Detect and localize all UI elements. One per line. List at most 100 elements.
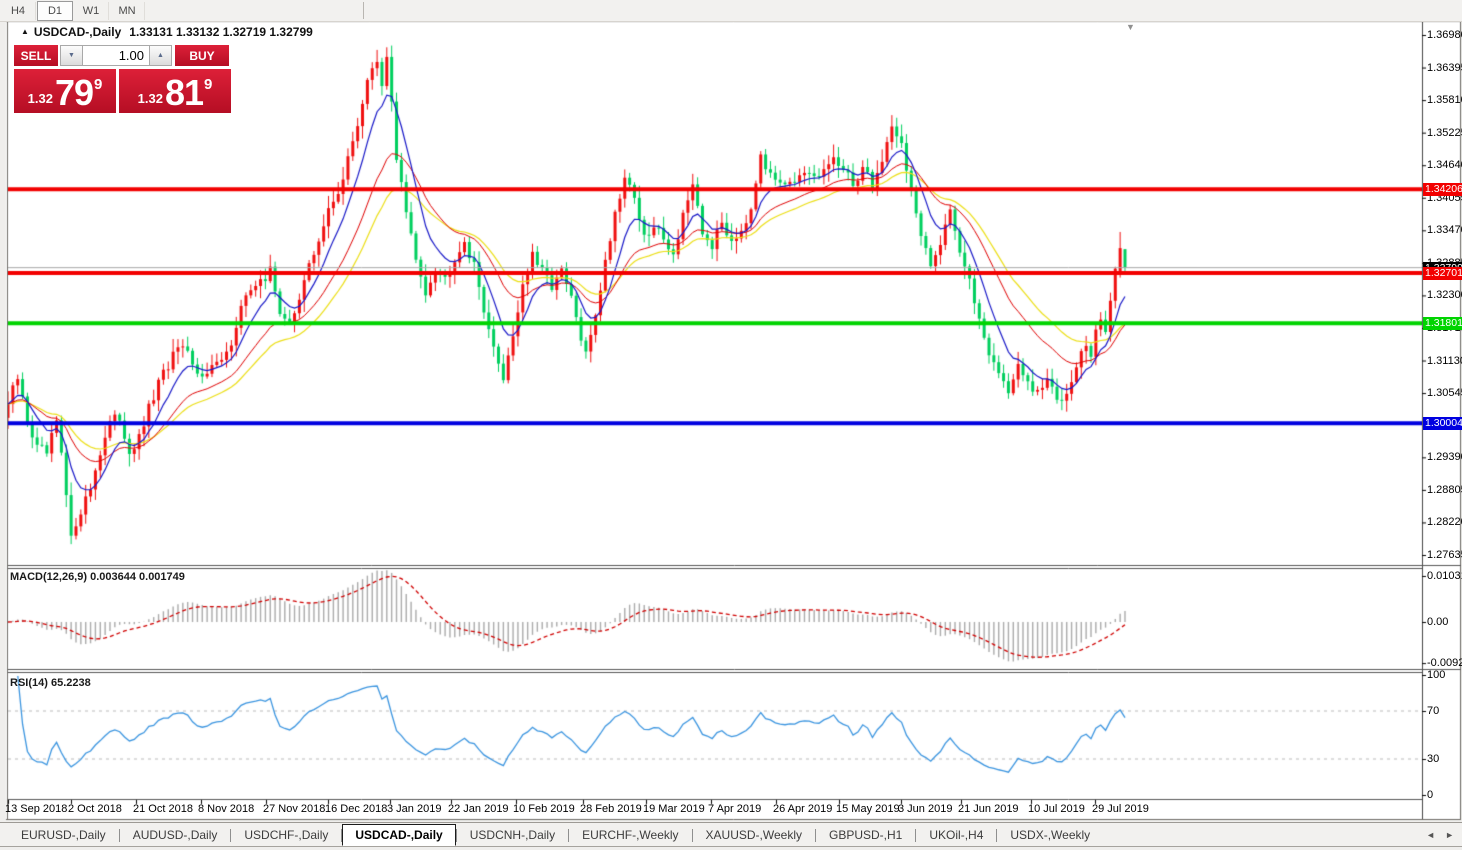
tab-divider: [341, 828, 343, 842]
timeframe-button-mn[interactable]: MN: [110, 1, 145, 20]
price-axis-label: 1.36980: [1427, 29, 1462, 41]
date-axis-label: 19 Mar 2019: [643, 803, 705, 815]
tab-usdx-weekly[interactable]: USDX-,Weekly: [1010, 828, 1091, 842]
date-axis-label: 16 Dec 2018: [325, 803, 388, 815]
tab-divider: [691, 828, 693, 842]
date-axis-label: 26 Apr 2019: [773, 803, 833, 815]
timeframe-buttons: H4 D1 W1 MN: [0, 0, 145, 21]
price-axis-label: 1.31130: [1427, 354, 1462, 367]
price-axis-label: 1.28220: [1427, 516, 1462, 529]
chart-header: ▲ USDCAD-,Daily 1.33131 1.33132 1.32719 1.…: [21, 25, 313, 39]
toolbar-separator: [363, 2, 364, 19]
date-axis-label: 27 Nov 2018: [263, 803, 326, 815]
price-axis-label: 1.28805: [1427, 483, 1462, 496]
timeframe-button-w1[interactable]: W1: [74, 1, 109, 20]
tab-eurchf-weekly[interactable]: EURCHF-,Weekly: [582, 828, 679, 842]
date-axis-label: 3 Jun 2019: [898, 803, 953, 815]
status-bar-edge: [0, 846, 1462, 850]
price-axis-label: 1.35225: [1427, 126, 1462, 139]
rsi-indicator-label: RSI(14) 65.2238: [10, 677, 91, 689]
tab-gbpusd-h1[interactable]: GBPUSD-,H1: [829, 828, 903, 842]
date-axis-label: 22 Jan 2019: [448, 803, 509, 815]
tab-divider: [455, 828, 457, 842]
date-axis-label: 8 Nov 2018: [198, 803, 255, 815]
price-axis-label: 1.29390: [1427, 451, 1462, 464]
chart-tab-bar: EURUSD-,Daily AUDUSD-,Daily USDCHF-,Daily U…: [0, 822, 1462, 847]
buy-price-button[interactable]: 1.32 81 9: [119, 69, 231, 113]
timeframe-button-h4[interactable]: H4: [1, 1, 36, 20]
volume-decrease-button[interactable]: ▼: [60, 45, 83, 66]
price-axis-label: 1.33470: [1427, 224, 1462, 237]
chart-shift-icon[interactable]: ▼: [1126, 22, 1135, 32]
sell-price-big: 79: [54, 72, 94, 113]
tab-divider: [118, 828, 120, 842]
hline-price-label: 1.30004: [1423, 417, 1462, 431]
sell-button[interactable]: SELL: [14, 45, 58, 66]
sell-price-button[interactable]: 1.32 79 9: [14, 69, 116, 113]
date-axis-label: 3 Jan 2019: [387, 803, 442, 815]
tab-divider: [815, 828, 816, 842]
buy-button[interactable]: BUY: [175, 45, 229, 66]
tab-usdcnh-daily[interactable]: USDCNH-,Daily: [469, 828, 556, 842]
rsi-axis-label: 0: [1427, 789, 1434, 801]
price-axis-label: 1.32300: [1427, 289, 1462, 302]
hline-price-label: 1.32701: [1423, 267, 1462, 281]
buy-price-big: 81: [164, 72, 204, 113]
price-axis-label: 1.30545: [1427, 387, 1462, 400]
date-axis-label: 21 Oct 2018: [133, 803, 193, 815]
tab-audusd-daily[interactable]: AUDUSD-,Daily: [132, 828, 218, 842]
tab-xauusd-weekly[interactable]: XAUUSD-,Weekly: [705, 828, 802, 842]
date-axis-label: 10 Jul 2019: [1028, 803, 1085, 815]
date-axis-label: 10 Feb 2019: [513, 803, 575, 815]
chart-ohlc-values: 1.33131 1.33132 1.32719 1.32799: [129, 25, 313, 39]
macd-indicator-label: MACD(12,26,9) 0.003644 0.001749: [10, 571, 185, 583]
buy-price-pip: 9: [204, 76, 213, 93]
rsi-axis-label: 30: [1427, 753, 1440, 765]
rsi-axis-label: 70: [1427, 705, 1440, 717]
date-axis-label: 7 Apr 2019: [708, 803, 762, 815]
chart-symbol-title: USDCAD-,Daily: [33, 25, 122, 39]
tab-divider: [230, 828, 232, 842]
tab-usdchf-daily[interactable]: USDCHF-,Daily: [244, 828, 329, 842]
sell-price-prefix: 1.32: [27, 91, 53, 106]
volume-input[interactable]: 1.00: [83, 45, 149, 66]
price-axis-label: 1.36395: [1427, 61, 1462, 74]
hline-price-label: 1.31801: [1423, 317, 1462, 331]
hline-price-label: 1.34206: [1423, 183, 1462, 197]
macd-axis-label: -0.009203: [1427, 657, 1462, 670]
date-axis-label: 15 May 2019: [836, 803, 900, 815]
timeframe-toolbar: H4 D1 W1 MN: [0, 0, 1462, 22]
price-axis-label: 1.27635: [1427, 549, 1462, 561]
date-axis-label: 2 Oct 2018: [68, 803, 122, 815]
tab-scroll-buttons: ◄ ►: [1426, 830, 1454, 840]
tab-usdcad-daily[interactable]: USDCAD-,Daily: [342, 824, 456, 846]
macd-axis-label: 0.00: [1427, 616, 1449, 628]
price-axis-label: 1.34640: [1427, 159, 1462, 172]
buy-price-prefix: 1.32: [137, 91, 163, 106]
tab-scroll-left-icon[interactable]: ◄: [1426, 830, 1436, 840]
macd-axis-label: 0.010311: [1427, 569, 1462, 582]
volume-increase-button[interactable]: ▲: [149, 45, 172, 66]
date-axis-label: 28 Feb 2019: [580, 803, 642, 815]
date-axis: 13 Sep 2018 2 Oct 2018 21 Oct 2018 8 Nov 20…: [0, 803, 1462, 819]
tab-ukoil-h4[interactable]: UKOil-,H4: [929, 828, 984, 842]
tab-scroll-right-icon[interactable]: ►: [1445, 830, 1454, 840]
arrow-up-icon: ▲: [157, 52, 164, 59]
collapse-triangle-icon[interactable]: ▲: [21, 27, 29, 36]
date-axis-label: 13 Sep 2018: [5, 803, 68, 815]
tab-divider: [996, 828, 998, 842]
one-click-trading-panel: SELL ▼ 1.00 ▲ BUY 1.32 79 9 1.32 81 9: [14, 45, 231, 113]
arrow-down-icon: ▼: [68, 52, 75, 59]
tab-eurusd-daily[interactable]: EURUSD-,Daily: [21, 828, 106, 842]
date-axis-label: 21 Jun 2019: [958, 803, 1019, 815]
rsi-axis-label: 100: [1427, 669, 1446, 681]
timeframe-button-d1[interactable]: D1: [37, 0, 73, 21]
chart-tabs: EURUSD-,Daily AUDUSD-,Daily USDCHF-,Daily U…: [0, 824, 1103, 846]
price-axis-label: 1.35810: [1427, 94, 1462, 107]
date-axis-label: 29 Jul 2019: [1092, 803, 1149, 815]
tab-divider: [915, 828, 917, 842]
sell-price-pip: 9: [94, 76, 103, 93]
tab-divider: [568, 828, 570, 842]
